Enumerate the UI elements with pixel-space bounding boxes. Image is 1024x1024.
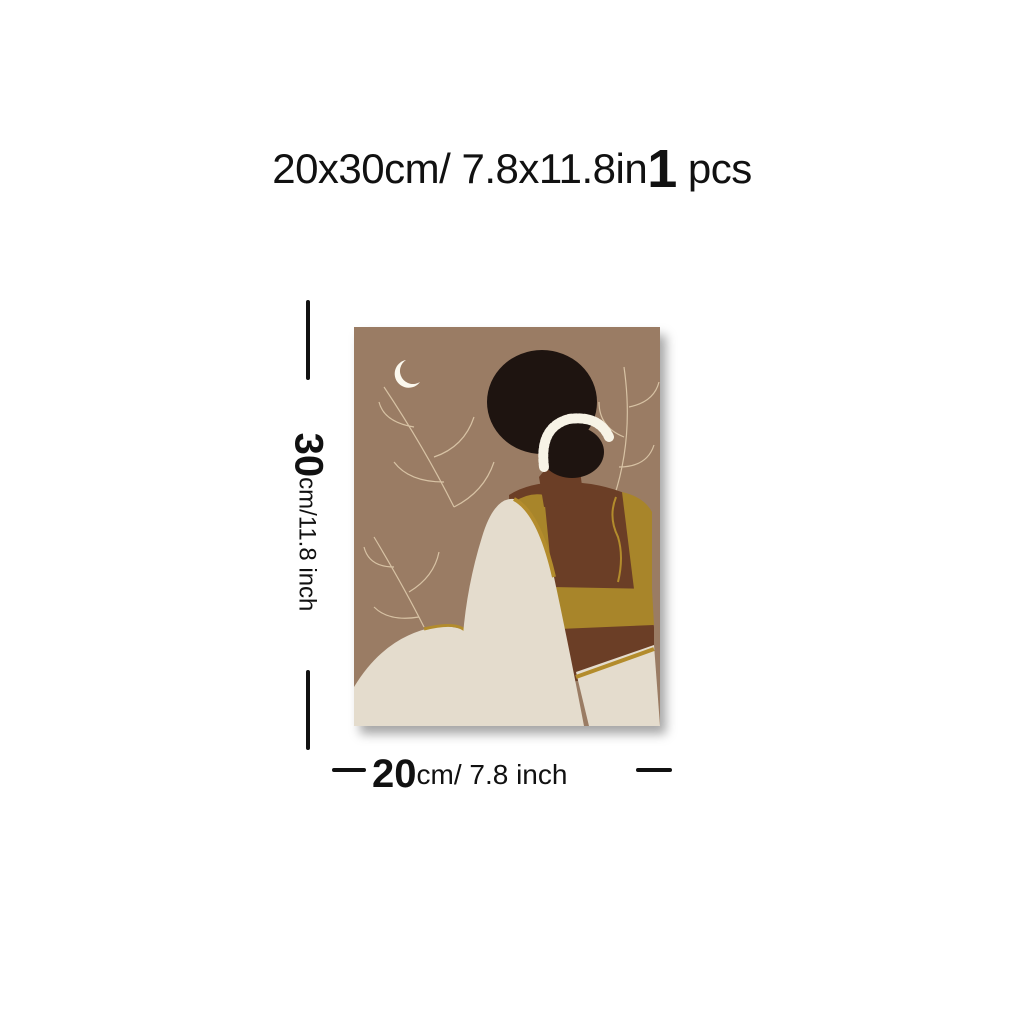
size-text: 20x30cm/ 7.8x11.8in (272, 145, 647, 192)
width-line-right (636, 768, 672, 772)
quantity-number: 1 (647, 139, 677, 199)
height-line-top (306, 300, 310, 380)
canvas-artwork (354, 327, 660, 726)
height-unit: cm/11.8 inch (294, 477, 321, 611)
width-dimension-label: 20cm/ 7.8 inch (372, 752, 567, 797)
width-unit: cm/ 7.8 inch (417, 759, 568, 790)
quantity-unit: pcs (688, 145, 752, 192)
blouse-band (552, 587, 654, 629)
width-number: 20 (372, 752, 417, 796)
height-number: 30 (287, 433, 331, 478)
height-line-bottom (306, 670, 310, 750)
artwork-illustration (354, 327, 660, 726)
height-dimension-label: 30cm/11.8 inch (286, 433, 331, 612)
size-title: 20x30cm/ 7.8x11.8in1 pcs (0, 138, 1024, 200)
width-line-left (332, 768, 366, 772)
